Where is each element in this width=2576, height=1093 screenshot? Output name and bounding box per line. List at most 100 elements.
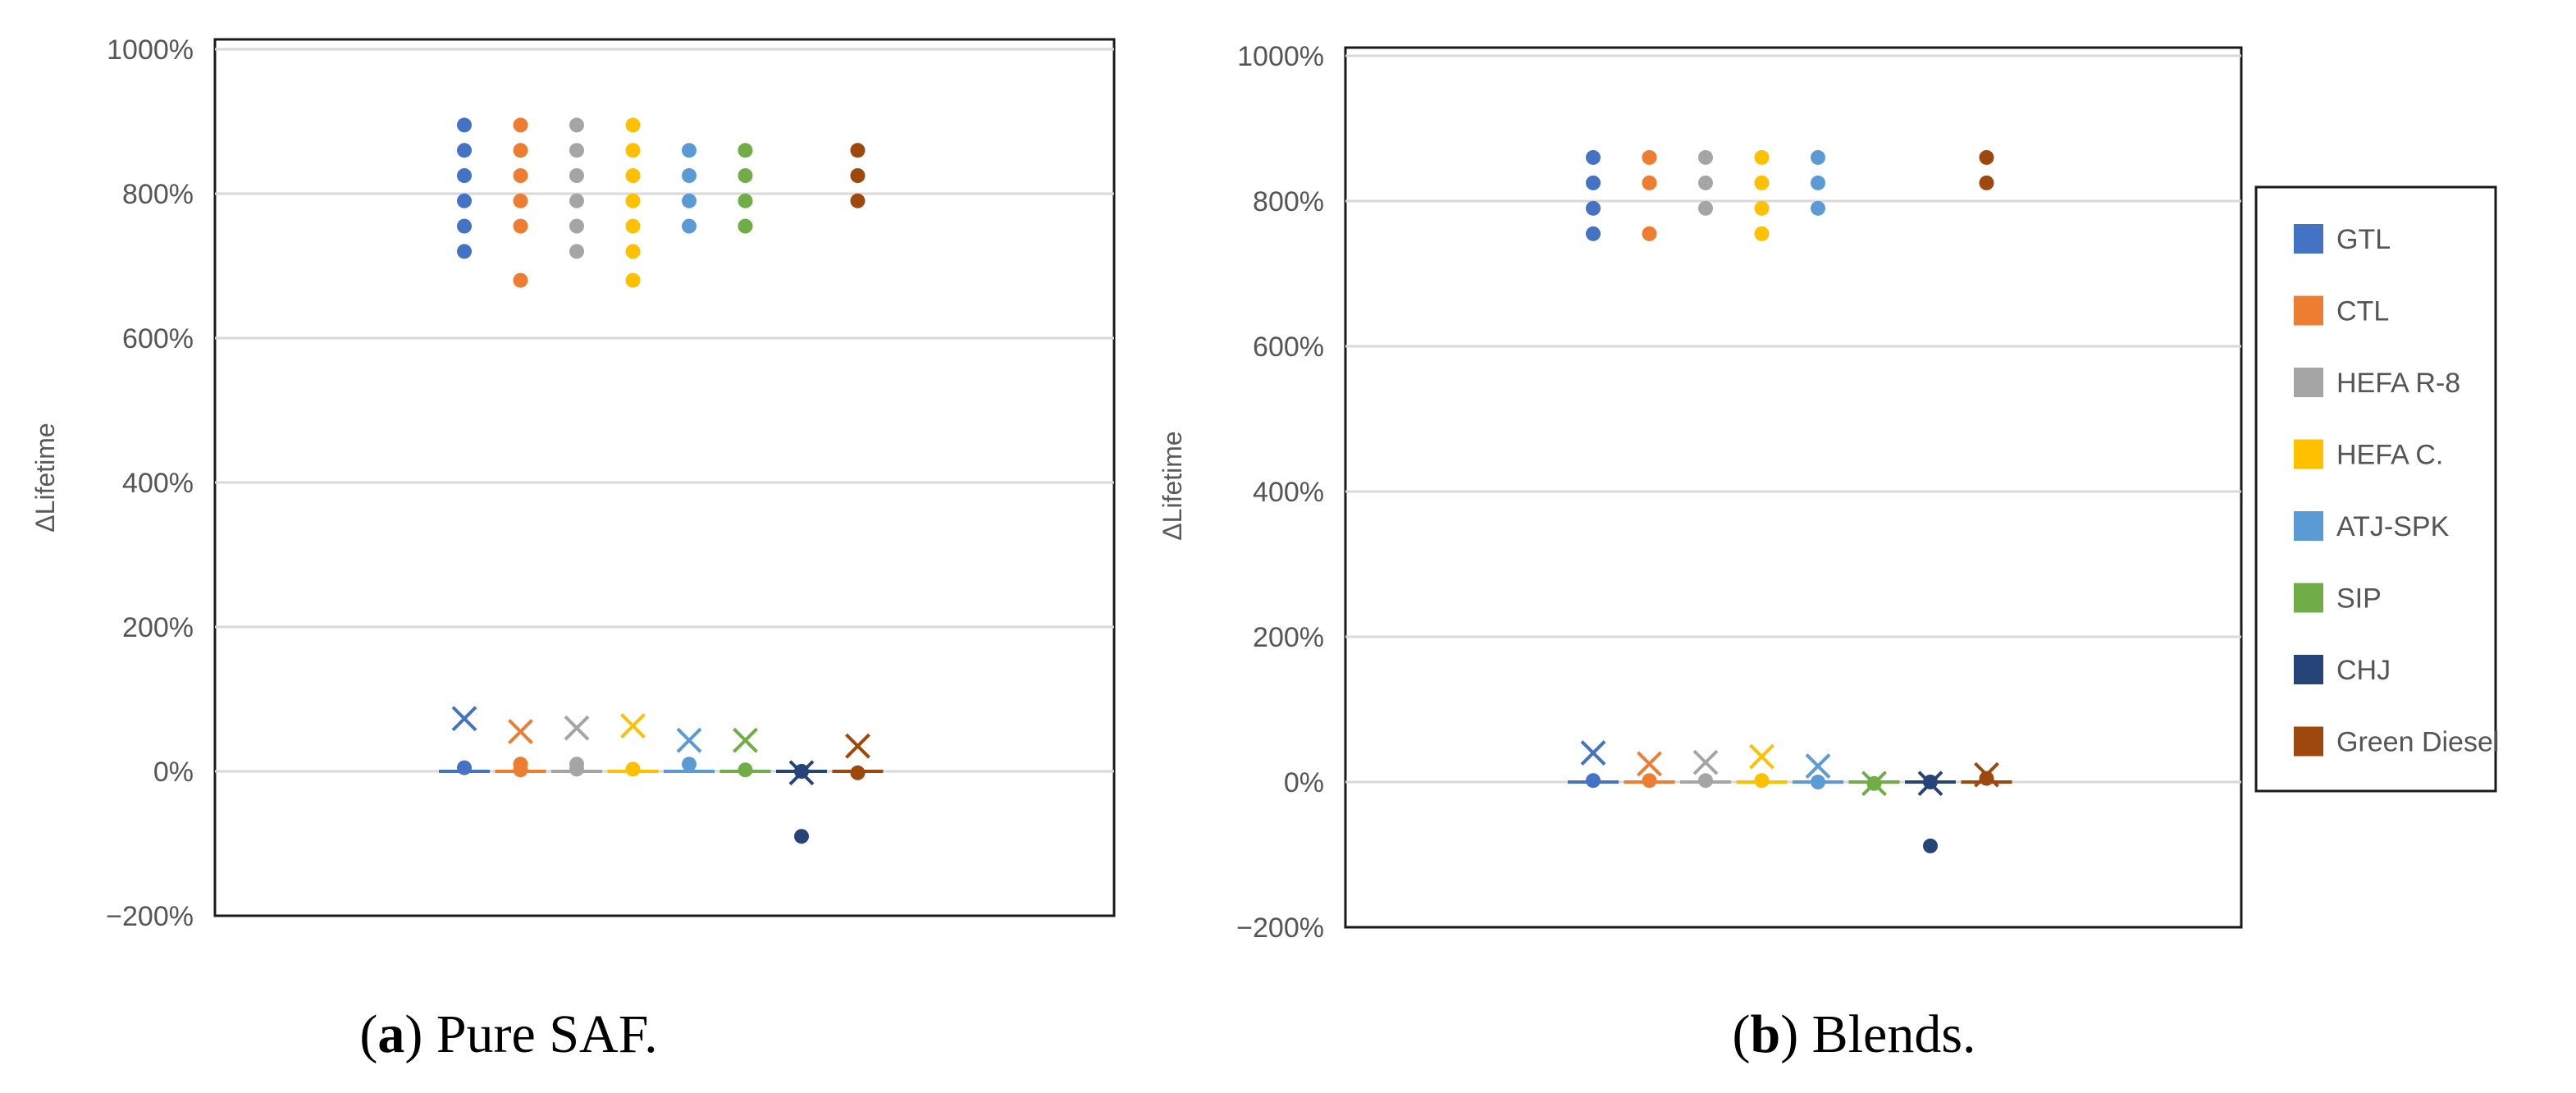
panel-a-y-axis-label: ΔLifetime [30,423,60,532]
data-point [794,829,809,844]
mean-marker [1974,761,1999,788]
data-point [457,117,472,133]
panel-a-series-gtl [439,117,490,775]
mean-marker [1580,740,1606,766]
panel-a-series-hefa-r-8 [551,117,602,777]
legend-swatch [2294,511,2323,541]
legend-label: CHJ [2336,655,2391,686]
data-point [1586,175,1601,190]
data-point [513,193,528,208]
legend-label: Green Diesel [2336,727,2499,758]
panel-a-y-tick-label: 200% [122,612,194,643]
data-point [1979,771,1994,786]
data-point [1811,175,1825,190]
legend-item-green-diesel: Green Diesel [2294,726,2499,758]
data-point [457,760,472,775]
panel-b-caption-letter: b [1750,1004,1780,1064]
mean-marker [564,715,590,741]
panel-a-caption: (a) Pure SAF. [359,1004,657,1064]
mean-marker [1637,751,1662,777]
panel-a-caption-letter: a [377,1004,404,1064]
legend-item-gtl: GTL [2294,224,2391,255]
panel-b-y-tick-label: 400% [1253,477,1324,508]
data-point [1698,773,1713,789]
mean-marker [1692,749,1719,775]
panel-b-caption-text: Blends. [1812,1004,1976,1064]
data-point [569,143,584,158]
data-point [569,218,584,234]
mean-marker [1917,771,1943,797]
legend-swatch [2294,368,2323,397]
panel-a-y-tick-label: 800% [122,179,194,210]
data-point [625,143,641,158]
data-point [457,244,472,259]
data-point [738,168,753,183]
panel-b-y-tick-label: −200% [1236,912,1324,944]
data-point [738,193,753,208]
data-point [569,117,584,133]
legend-item-hefa-r-8: HEFA R-8 [2294,368,2460,399]
panel-a-y-tick-label: 1000% [107,34,194,66]
legend-swatch [2294,583,2323,613]
data-point [1979,175,1994,190]
data-point [1642,226,1657,241]
panel-a-y-tick-label: 400% [122,468,194,499]
data-point [682,218,697,234]
data-point [682,757,697,772]
data-point [625,761,641,777]
panel-b-y-axis-label: ΔLifetime [1158,431,1187,540]
data-point [1698,175,1713,190]
legend-item-atj-spk: ATJ-SPK [2294,511,2450,542]
panel-b-y-tick-label: 800% [1253,186,1324,217]
legend-swatch [2294,439,2323,469]
legend-swatch [2294,726,2323,757]
panel-b-series-hefa-c- [1736,149,1788,789]
data-point [682,143,697,158]
data-point [1923,838,1938,853]
data-point [738,143,753,158]
data-point [457,143,472,158]
data-point [1754,773,1770,789]
panel-a-series-ctl [495,117,546,778]
data-point [1642,175,1657,190]
legend-label: ATJ-SPK [2336,511,2450,542]
panel-a-y-tick-label: −200% [106,901,194,932]
panel-b-series-chj [1905,771,1956,853]
data-point [1698,149,1713,165]
mean-marker [508,719,533,745]
data-point [625,117,641,133]
data-point [457,168,472,183]
data-point [1754,175,1770,190]
legend-label: CTL [2336,296,2389,327]
panel-a-plot-frame [213,38,1116,917]
data-point [513,143,528,158]
legend-item-chj: CHJ [2294,655,2391,686]
data-point [625,193,641,208]
data-point [513,117,528,133]
panel-a-y-tick-label: 0% [153,757,194,788]
panel-b-series-ctl [1624,149,1675,789]
data-point [850,143,866,158]
legend-label: GTL [2336,224,2391,255]
data-point [569,761,584,777]
data-point [625,244,641,259]
panel-b-series-hefa-r-8 [1680,149,1731,789]
panel-a-series-hefa-c- [607,117,659,777]
legend-swatch [2294,655,2323,684]
panel-b-series-gtl [1568,149,1619,789]
panel-a-y-tick-label: 600% [122,323,194,354]
data-point [1586,149,1601,165]
mean-marker [620,713,646,739]
data-point [1811,149,1825,165]
panel-a-caption-text: Pure SAF. [436,1004,658,1064]
panel-b-y-tick-label: 200% [1253,622,1324,653]
data-point [625,168,641,183]
data-point [738,218,753,234]
legend-label: HEFA R-8 [2336,368,2460,399]
legend-label: SIP [2336,583,2382,615]
data-point [625,218,641,234]
data-point [1642,773,1657,789]
data-point [1586,200,1601,216]
mean-marker [788,760,815,786]
